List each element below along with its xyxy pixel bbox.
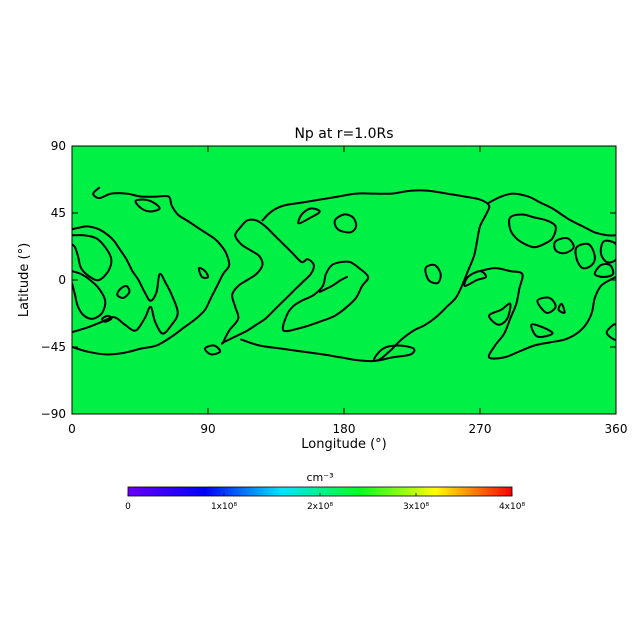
contour-line: [605, 323, 616, 341]
colorbar-tick-label: 2x10⁸: [307, 502, 334, 512]
x-tick-label: 270: [469, 422, 492, 436]
colorbar-title: cm⁻³: [307, 471, 334, 484]
contour-line: [281, 260, 370, 333]
colorbar-tick-label: 4x10⁸: [499, 502, 526, 512]
contour-line: [553, 237, 575, 255]
y-tick-label: −90: [41, 407, 66, 421]
contour-line: [134, 198, 161, 213]
contour-line: [333, 213, 358, 234]
x-tick-label: 360: [605, 422, 628, 436]
contour-line: [72, 270, 107, 320]
contour-line: [72, 234, 113, 282]
contour-line: [574, 242, 596, 270]
chart-title: Np at r=1.0Rs: [294, 126, 393, 142]
y-tick-label: 45: [51, 206, 66, 220]
colorbar-tick-label: 3x10⁸: [403, 502, 430, 512]
x-tick-label: 0: [68, 422, 76, 436]
colorbar-tick-label: 0: [125, 502, 131, 512]
contour-line: [203, 344, 222, 356]
contour-line: [488, 192, 616, 237]
contour-line: [101, 314, 113, 323]
density-field: [72, 146, 616, 414]
contour-line: [116, 284, 131, 299]
y-tick-label: 90: [51, 139, 66, 153]
contour-lines: [72, 186, 616, 363]
contour-line: [424, 263, 442, 285]
colorbar-ticks: 0 1x10⁸ 2x10⁸ 3x10⁸ 4x10⁸: [125, 493, 525, 512]
contour-line: [72, 186, 231, 356]
colorbar-tick-label: 1x10⁸: [211, 502, 238, 512]
y-tick-label: −45: [41, 340, 66, 354]
contour-line: [318, 276, 348, 293]
contour-line: [197, 266, 210, 279]
x-axis: 0 90 180 270 360: [68, 146, 627, 436]
contour-line: [479, 267, 616, 360]
contour-line: [463, 270, 488, 287]
y-axis-label: Latitude (°): [17, 243, 32, 317]
contour-line: [373, 344, 416, 362]
y-tick-label: 0: [58, 273, 66, 287]
contour-line: [488, 302, 512, 326]
contour-line: [557, 302, 566, 314]
x-axis-label: Longitude (°): [301, 437, 386, 452]
contour-line: [240, 189, 491, 363]
contour-line: [220, 218, 315, 345]
y-axis: −90 −45 0 45 90: [41, 139, 616, 421]
contour-line: [530, 323, 554, 338]
contour-line: [297, 207, 321, 225]
contour-line: [508, 213, 557, 249]
x-tick-label: 90: [200, 422, 215, 436]
contour-line: [72, 225, 179, 335]
contour-line: [593, 262, 615, 278]
contour-line: [536, 296, 557, 314]
x-tick-label: 180: [333, 422, 356, 436]
contour-line: [599, 239, 616, 264]
